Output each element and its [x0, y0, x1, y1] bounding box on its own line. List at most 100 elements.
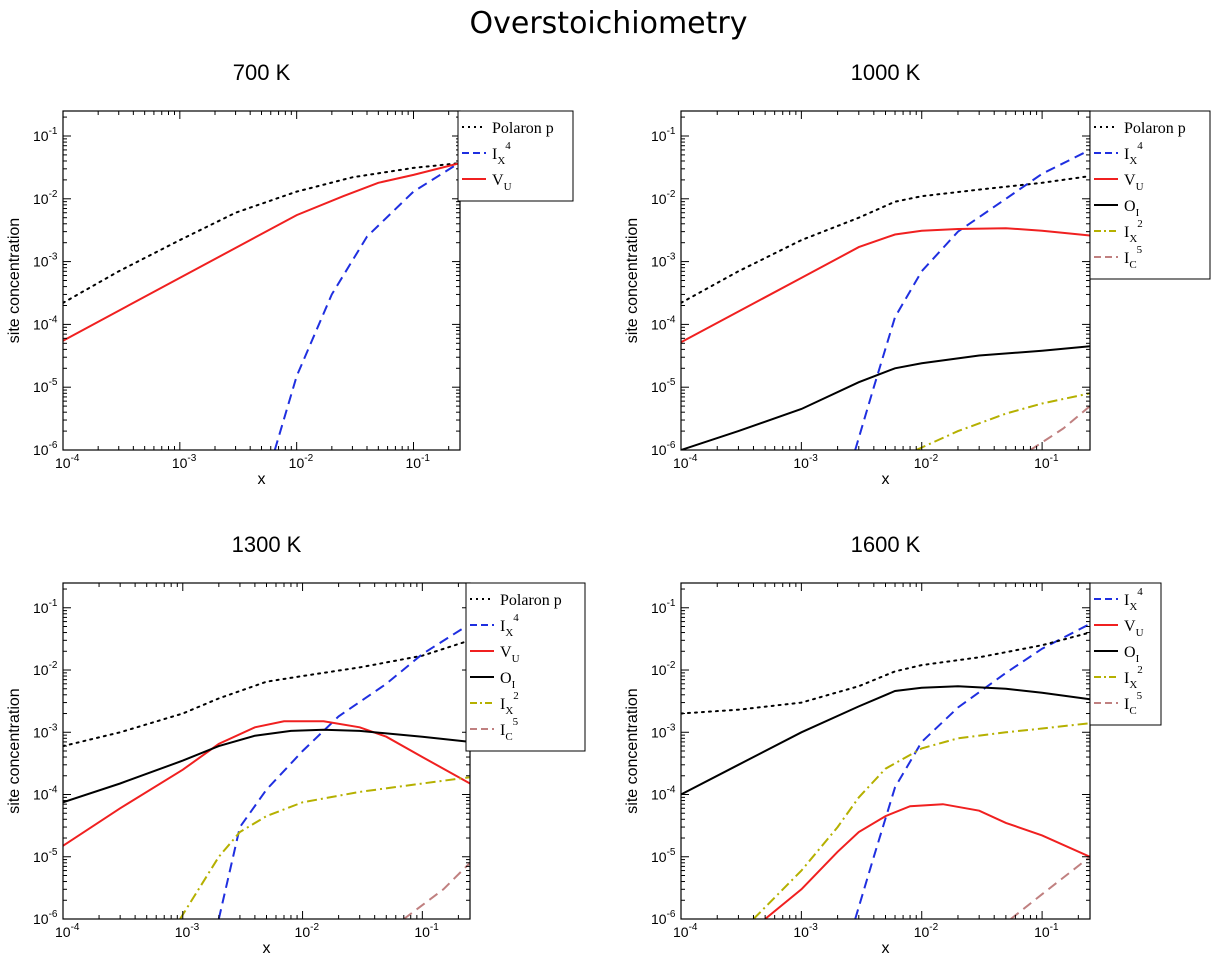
- series-line-ix2: [179, 776, 470, 919]
- legend-label-ic5: IC5: [1124, 690, 1143, 717]
- series-line-ix4: [854, 149, 1090, 450]
- y-tick-label: 10-5: [651, 847, 676, 865]
- series-line-polaron: [681, 175, 1090, 304]
- series-line-ix4: [273, 161, 460, 450]
- y-tick-label: 10-5: [651, 377, 676, 395]
- y-tick-exponent: -4: [667, 785, 676, 796]
- legend-label-base: I: [1124, 146, 1129, 163]
- legend-label-base: I: [500, 696, 505, 713]
- chart-panel-1: 1000 K10-4 10-3 10-2 10-110-610-510-410-310…: [624, 60, 1211, 488]
- legend-label-base: I: [1124, 592, 1129, 609]
- legend-label-sub: U: [504, 181, 512, 193]
- x-tick-exponent: -4: [71, 922, 80, 933]
- x-tick-label: 10-2: [289, 453, 314, 471]
- x-axis-label: x: [882, 940, 890, 957]
- legend-label-base: I: [1124, 224, 1129, 241]
- series-line-ix2: [915, 392, 1090, 450]
- x-tick-label: 10-3: [172, 453, 197, 471]
- legend-label-vu: VU: [500, 644, 520, 665]
- legend-label-ix2: IX2: [1124, 218, 1143, 245]
- legend-label-base: V: [492, 172, 504, 189]
- y-tick-exponent: -1: [667, 126, 676, 137]
- y-tick-label: 10-1: [651, 126, 676, 144]
- x-tick-label: 10-4: [673, 922, 698, 940]
- y-tick-label: 10-5: [33, 847, 58, 865]
- x-tick-exponent: -1: [430, 922, 439, 933]
- legend-label-sub: U: [1136, 627, 1144, 639]
- y-tick-label: 10-2: [651, 189, 676, 207]
- y-tick-label: 10-4: [651, 314, 676, 332]
- series-line-ix4: [217, 623, 470, 919]
- y-tick-exponent: -2: [667, 189, 676, 200]
- legend-label-sub: X: [1129, 155, 1137, 167]
- x-tick-exponent: -3: [809, 453, 818, 464]
- plot-frame: [680, 582, 1091, 920]
- chart-panel-0: 700 K10-4 10-3 10-2 10-110-610-510-410-310-…: [6, 60, 574, 488]
- legend-label-sub: I: [1136, 207, 1140, 219]
- legend-label-sub: C: [1129, 705, 1136, 717]
- legend-label-sub: C: [1129, 259, 1136, 271]
- x-tick-exponent: -2: [304, 453, 313, 464]
- y-tick-exponent: -3: [667, 252, 676, 263]
- y-tick-label: 10-1: [33, 126, 58, 144]
- legend-label-vu: VU: [1124, 172, 1144, 193]
- legend-label-sup: 5: [1137, 690, 1143, 702]
- legend-label-ix4: IX4: [1124, 140, 1143, 167]
- x-tick-label: 10-2: [295, 922, 320, 940]
- x-tick-exponent: -3: [190, 922, 199, 933]
- x-tick-exponent: -1: [1050, 453, 1059, 464]
- series-line-vu: [681, 227, 1090, 344]
- y-tick-exponent: -5: [667, 377, 676, 388]
- legend-label-ic5: IC5: [500, 716, 519, 743]
- legend-label-sub: U: [512, 653, 520, 665]
- x-tick-exponent: -3: [809, 922, 818, 933]
- y-tick-exponent: -1: [49, 126, 58, 137]
- x-tick-label: 10-1: [1034, 453, 1059, 471]
- x-tick-label: 10-1: [414, 922, 439, 940]
- legend-label-sub: U: [1136, 181, 1144, 193]
- panel-title: 700 K: [233, 60, 291, 85]
- x-tick-exponent: -1: [421, 453, 430, 464]
- series-line-vu: [764, 803, 1090, 919]
- series-line-oi: [63, 728, 470, 804]
- y-tick-exponent: -2: [667, 660, 676, 671]
- x-tick-exponent: -4: [71, 453, 80, 464]
- x-tick-exponent: -4: [689, 922, 698, 933]
- legend-label-vu: VU: [492, 172, 512, 193]
- series-line-vu: [63, 162, 460, 342]
- x-tick-label: 10-1: [1034, 922, 1059, 940]
- legend-box: [1089, 582, 1162, 726]
- y-tick-exponent: -2: [49, 660, 58, 671]
- legend-label-vu: VU: [1124, 618, 1144, 639]
- legend-label-sub: X: [1129, 679, 1137, 691]
- x-axis-label: x: [882, 471, 890, 488]
- legend-label-base: I: [500, 618, 505, 635]
- x-tick-exponent: -4: [689, 453, 698, 464]
- legend-label-sup: 2: [1137, 218, 1143, 230]
- y-tick-label: 10-2: [33, 660, 58, 678]
- series-line-polaron: [63, 639, 470, 748]
- x-tick-exponent: -2: [929, 453, 938, 464]
- x-tick-label: 10-2: [914, 453, 939, 471]
- y-axis-label: site concentration: [6, 218, 23, 343]
- legend-label-sup: 4: [513, 612, 519, 624]
- legend-label-sub: I: [512, 679, 516, 691]
- y-tick-exponent: -3: [49, 252, 58, 263]
- plot-frame: [62, 110, 461, 451]
- y-tick-label: 10-2: [33, 189, 58, 207]
- x-tick-label: 10-2: [914, 922, 939, 940]
- legend-label-base: O: [500, 670, 512, 687]
- y-axis-label: site concentration: [6, 688, 23, 813]
- legend-label-sup: 4: [1137, 586, 1143, 598]
- y-tick-exponent: -6: [667, 440, 676, 451]
- legend-label-base: O: [1124, 198, 1136, 215]
- legend-label-base: O: [1124, 644, 1136, 661]
- y-axis-label: site concentration: [624, 688, 641, 813]
- series-line-oi: [681, 685, 1090, 796]
- legend-label-sup: 2: [1137, 664, 1143, 676]
- panel-title: 1600 K: [851, 532, 921, 557]
- legend-label-ix2: IX2: [1124, 664, 1143, 691]
- legend-label-sup: 4: [1137, 140, 1143, 152]
- y-tick-label: 10-3: [33, 722, 58, 740]
- legend-label-polaron: Polaron p: [500, 592, 562, 609]
